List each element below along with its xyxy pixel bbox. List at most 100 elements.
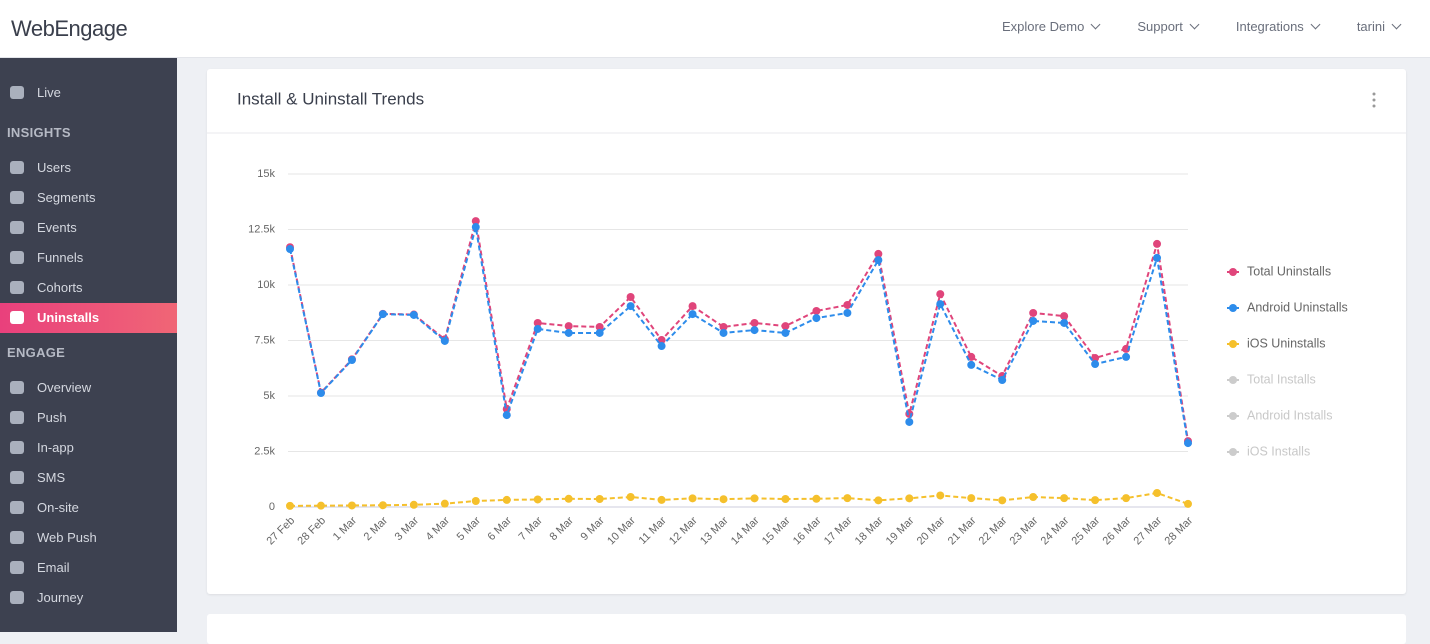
section-title: INSIGHTS — [7, 125, 71, 140]
point — [626, 493, 635, 502]
x-tick-label: 28 Feb — [295, 515, 328, 548]
point — [1122, 494, 1131, 503]
x-tick-label: 12 Mar — [667, 514, 700, 547]
sidebar-item[interactable]: Cohorts — [0, 273, 177, 303]
legend-swatch — [1229, 376, 1237, 384]
nav-link[interactable]: Integrations — [1236, 19, 1319, 34]
sidebar-item[interactable]: Web Push — [0, 523, 177, 553]
point — [1091, 496, 1100, 505]
sidebar-label: Email — [37, 560, 70, 575]
point — [533, 318, 542, 327]
nav-link[interactable]: tarini — [1357, 19, 1400, 34]
point — [750, 318, 759, 327]
x-tick-label: 21 Mar — [946, 514, 979, 547]
sidebar-item[interactable]: Segments — [0, 183, 177, 213]
sidebar-label: Events — [37, 220, 77, 235]
point — [533, 495, 542, 504]
icon — [10, 441, 24, 454]
point — [750, 494, 759, 503]
point — [347, 356, 356, 365]
point — [1091, 354, 1100, 363]
x-tick-label: 16 Mar — [791, 514, 824, 547]
legend-label[interactable]: Total Uninstalls — [1247, 264, 1331, 278]
sidebar-item[interactable]: Live — [0, 78, 177, 108]
x-tick-label: 8 Mar — [547, 514, 576, 543]
logo[interactable]: WebEngage — [11, 16, 128, 41]
point — [998, 496, 1007, 505]
point — [564, 322, 573, 331]
x-tick-label: 23 Mar — [1008, 514, 1041, 547]
point — [1029, 308, 1038, 317]
menu-dots[interactable] — [1372, 92, 1376, 108]
point — [874, 496, 883, 505]
sidebar-item[interactable]: Journey — [0, 583, 177, 613]
legend-label[interactable]: Total Installs — [1247, 372, 1316, 386]
icon — [10, 86, 24, 99]
point — [440, 336, 449, 345]
icon — [10, 381, 24, 394]
top-nav: Explore Demo Support Integrations tarini — [1002, 19, 1400, 34]
point — [595, 322, 604, 331]
point — [905, 417, 914, 426]
sidebar-label: Journey — [37, 590, 84, 605]
point — [936, 290, 945, 299]
icon — [10, 161, 24, 174]
point — [1091, 360, 1100, 369]
point — [688, 494, 697, 503]
sidebar-item[interactable]: On-site — [0, 493, 177, 523]
icon — [10, 191, 24, 204]
point — [719, 322, 728, 331]
x-tick-label: 11 Mar — [637, 514, 669, 546]
sidebar-label: Push — [37, 410, 67, 425]
legend-swatch — [1229, 448, 1237, 456]
point — [936, 300, 945, 309]
x-tick-label: 24 Mar — [1039, 514, 1072, 547]
nav-link[interactable]: Explore Demo — [1002, 19, 1099, 34]
x-tick-label: 17 Mar — [822, 514, 855, 547]
sidebar-item[interactable]: Push — [0, 403, 177, 433]
point — [502, 411, 511, 420]
series-line — [289, 220, 1189, 442]
series-line — [289, 491, 1189, 507]
sidebar-item[interactable]: Users — [0, 153, 177, 183]
x-tick-label: 14 Mar — [729, 514, 762, 547]
point — [967, 360, 976, 369]
point — [688, 302, 697, 311]
icon — [10, 311, 24, 324]
sidebar-item[interactable]: Funnels — [0, 243, 177, 273]
icon — [10, 561, 24, 574]
x-tick-label: 28 Mar — [1162, 514, 1195, 547]
x-tick-label: 27 Mar — [1132, 514, 1165, 547]
x-tick-label: 1 Mar — [331, 514, 360, 543]
sidebar-item[interactable]: SMS — [0, 463, 177, 493]
x-tick-label: 13 Mar — [698, 514, 731, 547]
sidebar-item[interactable]: Uninstalls — [0, 303, 177, 333]
sidebar-item[interactable]: Email — [0, 553, 177, 583]
legend-label[interactable]: iOS Installs — [1247, 444, 1310, 458]
legend-label[interactable]: Android Installs — [1247, 408, 1332, 422]
sidebar-item[interactable]: In-app — [0, 433, 177, 463]
legend-label[interactable]: iOS Uninstalls — [1247, 336, 1326, 350]
point — [1122, 344, 1131, 353]
sidebar-label: On-site — [37, 500, 79, 515]
nav-link[interactable]: Support — [1137, 19, 1198, 34]
legend-label[interactable]: Android Uninstalls — [1247, 300, 1348, 314]
point — [1060, 494, 1069, 503]
sidebar-item[interactable]: Overview — [0, 373, 177, 403]
point — [781, 328, 790, 337]
x-tick-label: 6 Mar — [486, 514, 515, 543]
point — [812, 306, 821, 315]
point — [998, 376, 1007, 385]
y-tick-label: 5k — [263, 390, 275, 402]
point — [1060, 312, 1069, 321]
sidebar-item[interactable]: Events — [0, 213, 177, 243]
sidebar-label: Funnels — [37, 250, 84, 265]
point — [471, 223, 480, 232]
x-tick-label: 22 Mar — [977, 514, 1010, 547]
x-tick-label: 7 Mar — [517, 514, 546, 543]
point — [688, 310, 697, 319]
point — [843, 308, 852, 317]
point — [843, 300, 852, 309]
x-tick-label: 4 Mar — [424, 514, 453, 543]
